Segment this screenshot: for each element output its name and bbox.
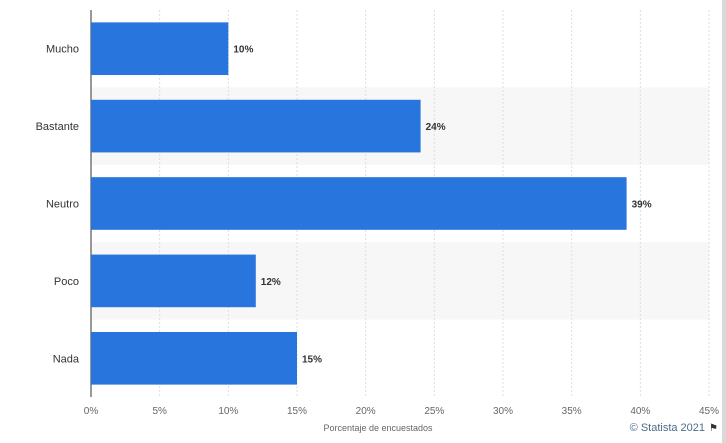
x-tick-label: 10% (218, 406, 238, 417)
statista-credit[interactable]: © Statista 2021 ⚑ (630, 422, 718, 434)
x-tick-label: 35% (562, 406, 582, 417)
x-tick-label: 5% (152, 406, 167, 417)
frame-border (722, 0, 726, 443)
category-label: Poco (54, 276, 79, 288)
category-label: Nada (53, 353, 80, 365)
value-label: 10% (233, 45, 253, 56)
x-tick-label: 40% (630, 406, 650, 417)
bar (91, 22, 229, 76)
value-label: 12% (261, 277, 281, 288)
x-tick-label: 25% (424, 406, 444, 417)
bar (91, 331, 297, 385)
category-label: Neutro (46, 199, 79, 211)
x-tick-label: 0% (84, 406, 99, 417)
x-tick-label: 15% (287, 406, 307, 417)
bar (91, 177, 627, 230)
x-tick-label: 20% (356, 406, 376, 417)
category-label: Bastante (36, 121, 79, 133)
x-tick-label: 30% (493, 406, 513, 417)
x-tick-label: 45% (699, 406, 719, 417)
bar (91, 99, 421, 153)
category-label: Mucho (46, 44, 79, 56)
x-axis-title: Porcentaje de encuestados (323, 423, 433, 433)
value-label: 15% (302, 354, 322, 365)
credit-text: © Statista 2021 (629, 422, 706, 434)
bar (91, 254, 256, 308)
flag-icon[interactable]: ⚑ (709, 422, 718, 434)
value-label: 39% (632, 200, 652, 211)
value-label: 24% (426, 122, 446, 133)
